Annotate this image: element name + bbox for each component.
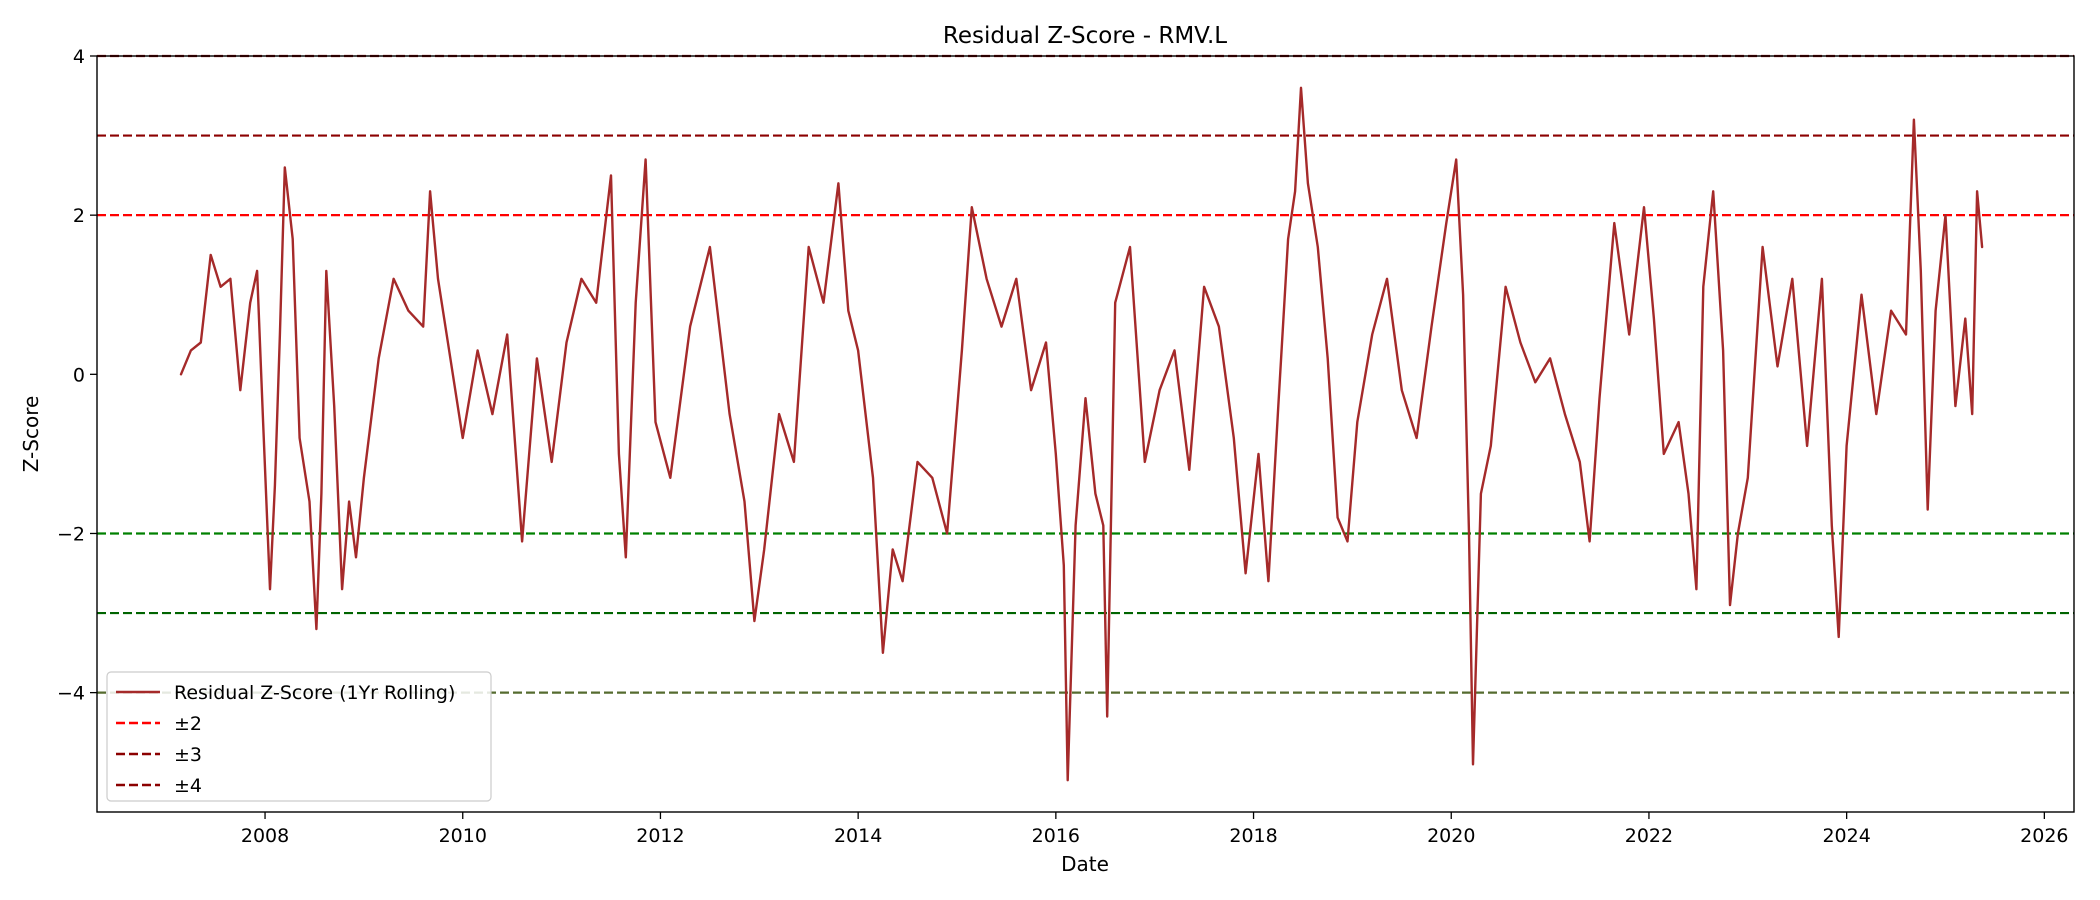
x-tick-label-0: 2008: [241, 825, 289, 847]
y-tick-label-1: 2: [73, 205, 85, 227]
x-tick-label-9: 2026: [2020, 825, 2068, 847]
legend-items: Residual Z-Score (1Yr Rolling) ±2 ±3 ±4: [116, 682, 455, 797]
y-tick-label-4: −4: [57, 683, 85, 705]
x-axis: 2008 2010 2012 2014 2016 2018 2020 2022 2024 2026: [241, 812, 2069, 847]
y-tick-label-0: 4: [73, 46, 85, 68]
x-tick-label-1: 2010: [439, 825, 487, 847]
y-tick-label-3: −2: [57, 523, 85, 545]
x-tick-label-7: 2022: [1625, 825, 1673, 847]
y-axis-label: Z-Score: [19, 396, 43, 473]
x-tick-label-8: 2024: [1822, 825, 1870, 847]
series-layer: [179, 86, 1984, 782]
legend-box: [106, 671, 492, 802]
plot-area-frame: [96, 55, 2075, 813]
series-line-0: [179, 86, 1984, 782]
legend-label-0: Residual Z-Score (1Yr Rolling): [174, 682, 455, 704]
legend-label-1: ±2: [174, 713, 202, 735]
chart-title: Residual Z-Score - RMV.L: [943, 23, 1227, 49]
x-axis-label: Date: [1061, 852, 1109, 876]
x-tick-label-4: 2016: [1032, 825, 1080, 847]
x-tick-label-6: 2020: [1427, 825, 1475, 847]
legend: Residual Z-Score (1Yr Rolling) ±2 ±3 ±4: [106, 671, 492, 802]
x-tick-label-3: 2014: [834, 825, 882, 847]
x-tick-label-5: 2018: [1229, 825, 1277, 847]
x-tick-label-2: 2012: [636, 825, 684, 847]
y-axis: 4 2 0 −2 −4: [57, 46, 97, 705]
legend-label-2: ±3: [174, 744, 202, 766]
y-tick-label-2: 0: [73, 364, 85, 386]
legend-label-3: ±4: [174, 775, 202, 797]
